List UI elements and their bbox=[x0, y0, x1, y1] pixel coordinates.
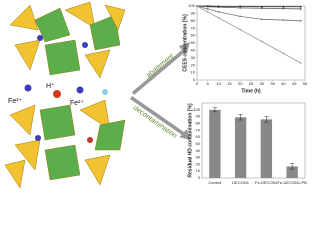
point bbox=[239, 15, 242, 18]
ion-label: Fe³⁺ bbox=[8, 98, 23, 105]
crystal-structure bbox=[4, 1, 126, 189]
x-tick-label: 45 bbox=[292, 81, 297, 86]
y-tick-label: 0 bbox=[193, 77, 196, 82]
x-tick-label: 0 bbox=[196, 81, 199, 86]
error-bar bbox=[212, 107, 217, 113]
x-tick-label: 15 bbox=[227, 81, 232, 86]
fe3-ion bbox=[24, 84, 32, 92]
x-tick-label: 25 bbox=[249, 81, 254, 86]
error-bar bbox=[290, 163, 295, 170]
point bbox=[196, 5, 198, 7]
point bbox=[217, 16, 220, 19]
x-tick-label: Fe-DECON1 bbox=[255, 180, 278, 185]
point bbox=[206, 11, 209, 13]
y-tick-label: 20 bbox=[191, 62, 196, 67]
point bbox=[239, 5, 242, 8]
point bbox=[282, 19, 285, 21]
x-tick-label: Fe-DECON1-PB bbox=[277, 180, 307, 185]
y-tick-label: 70 bbox=[196, 127, 201, 132]
point bbox=[282, 7, 285, 10]
point bbox=[282, 5, 285, 8]
plot-area bbox=[196, 5, 306, 81]
y-tick-label: 40 bbox=[196, 148, 201, 153]
arrows bbox=[130, 42, 190, 140]
fe2-ion bbox=[76, 86, 84, 94]
point bbox=[239, 28, 242, 31]
y-tick-label: 80 bbox=[196, 121, 201, 126]
y-axis-label: CEES concentration [%] bbox=[182, 14, 188, 72]
y-tick-label: 90 bbox=[196, 114, 201, 119]
point bbox=[282, 52, 285, 55]
point bbox=[299, 62, 302, 64]
x-tick-label: 5 bbox=[207, 81, 210, 86]
point bbox=[206, 5, 209, 8]
y-tick-label: 0 bbox=[198, 175, 201, 180]
y-tick-label: 100 bbox=[193, 107, 200, 112]
point bbox=[217, 11, 220, 13]
water bbox=[102, 89, 108, 95]
point bbox=[206, 8, 209, 10]
y-axis-label: Residual HD contamination [%] bbox=[187, 103, 193, 178]
y-tick-label: 90 bbox=[191, 10, 196, 15]
x-tick-label: 50 bbox=[303, 81, 308, 86]
bar bbox=[234, 117, 247, 178]
y-tick-label: 50 bbox=[196, 141, 201, 146]
series-line bbox=[196, 5, 301, 64]
bar bbox=[260, 119, 273, 178]
bar bbox=[286, 166, 298, 178]
error-bar bbox=[264, 116, 269, 123]
x-tick-label: 10 bbox=[216, 81, 221, 86]
x-tick-label: 30 bbox=[260, 81, 265, 86]
x-axis-label: Time (h) bbox=[241, 88, 261, 94]
arrow-label: decontamination bbox=[132, 105, 178, 140]
arrow-label: abatement bbox=[145, 52, 176, 79]
point bbox=[260, 40, 263, 43]
y-tick-label: 20 bbox=[196, 161, 201, 166]
point bbox=[299, 5, 302, 8]
y-tick-label: 10 bbox=[196, 168, 201, 173]
bar bbox=[209, 109, 221, 178]
y-tick-label: 30 bbox=[196, 155, 201, 160]
point bbox=[299, 8, 302, 10]
y-tick-label: 80 bbox=[191, 18, 196, 23]
y-tick-label: 30 bbox=[191, 55, 196, 60]
y-tick-label: 70 bbox=[191, 25, 196, 30]
x-tick-label: DECON1 bbox=[232, 180, 249, 185]
x-tick-label: 40 bbox=[281, 81, 286, 86]
plot-area bbox=[201, 102, 306, 179]
y-tick-label: 60 bbox=[196, 134, 201, 139]
x-tick-label: Control bbox=[208, 180, 221, 185]
point bbox=[260, 7, 263, 10]
error-bar bbox=[238, 114, 243, 121]
y-tick-label: 50 bbox=[191, 40, 196, 45]
y-tick-label: 10 bbox=[191, 70, 196, 75]
y-tick-label: 60 bbox=[191, 33, 196, 38]
x-tick-label: 35 bbox=[270, 81, 275, 86]
h-ion bbox=[53, 90, 61, 98]
graphical-abstract: Fe³⁺ H⁺ Fe²⁺ abatement decontamination 0… bbox=[4, 1, 308, 189]
y-tick-label: 40 bbox=[191, 47, 196, 52]
ion-label: Fe²⁺ bbox=[70, 100, 85, 107]
y-tick-label: 100 bbox=[188, 3, 195, 8]
ion-label: H⁺ bbox=[46, 83, 55, 90]
point bbox=[217, 6, 220, 9]
x-tick-label: 20 bbox=[238, 81, 243, 86]
point bbox=[239, 6, 242, 9]
point bbox=[260, 18, 263, 21]
point bbox=[299, 19, 302, 22]
point bbox=[260, 5, 263, 8]
